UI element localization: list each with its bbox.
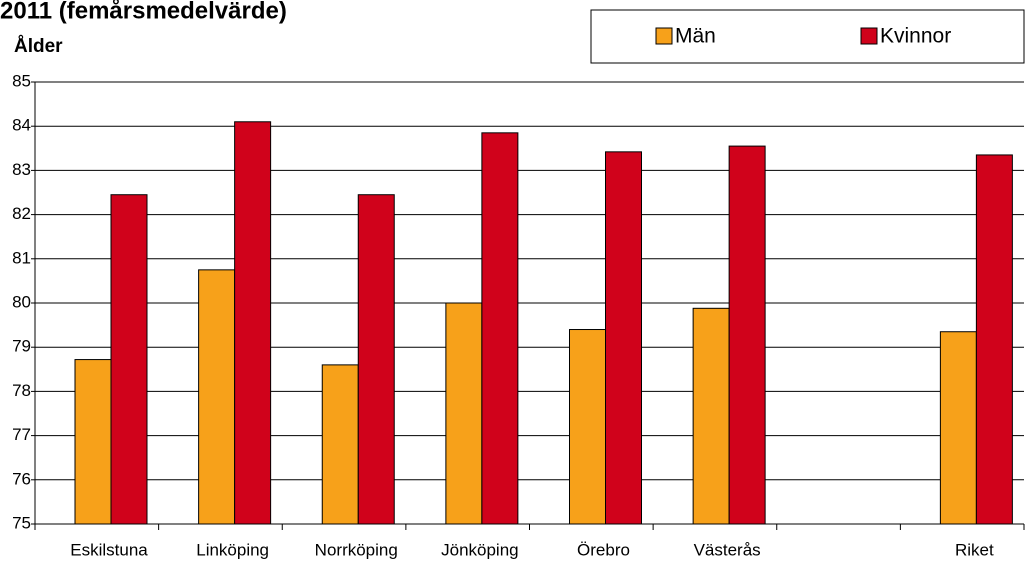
y-tick-label: 84 <box>12 116 31 135</box>
y-tick-label: 79 <box>12 337 31 356</box>
bar <box>321 364 359 525</box>
x-tick-label: Örebro <box>577 540 630 559</box>
bar <box>692 307 730 525</box>
bar <box>605 151 642 525</box>
y-tick-label: 78 <box>12 381 31 400</box>
x-tick-label: Eskilstuna <box>70 540 148 559</box>
bar <box>975 154 1013 525</box>
y-axis-label: Ålder <box>14 36 63 57</box>
bar <box>569 329 606 525</box>
bar <box>939 331 977 525</box>
bar <box>198 269 236 525</box>
y-tick-label: 75 <box>12 513 31 532</box>
y-tick-label: 82 <box>12 204 31 223</box>
bar <box>234 121 272 525</box>
x-tick-label: Riket <box>955 540 994 559</box>
legend-swatch <box>860 27 878 45</box>
x-tick-label: Norrköping <box>315 540 398 559</box>
bar <box>445 302 483 525</box>
y-tick-label: 76 <box>12 469 31 488</box>
x-tick-label: Linköping <box>196 540 269 559</box>
bar <box>728 145 766 525</box>
legend-label: Kvinnor <box>880 25 951 48</box>
legend-label: Män <box>675 25 716 48</box>
y-tick-label: 83 <box>12 160 31 179</box>
y-tick-label: 81 <box>12 248 31 267</box>
y-tick-label: 80 <box>12 292 31 311</box>
x-tick-label: Jönköping <box>441 540 519 559</box>
y-tick-label: 77 <box>12 425 31 444</box>
bar <box>357 194 395 525</box>
bar <box>481 132 519 525</box>
bar <box>74 359 112 525</box>
bar <box>110 194 148 525</box>
y-tick-label: 85 <box>12 71 31 90</box>
chart-title: 2011 (femårsmedelvärde) <box>0 0 287 24</box>
x-tick-label: Västerås <box>694 540 761 559</box>
legend-swatch <box>655 27 673 45</box>
